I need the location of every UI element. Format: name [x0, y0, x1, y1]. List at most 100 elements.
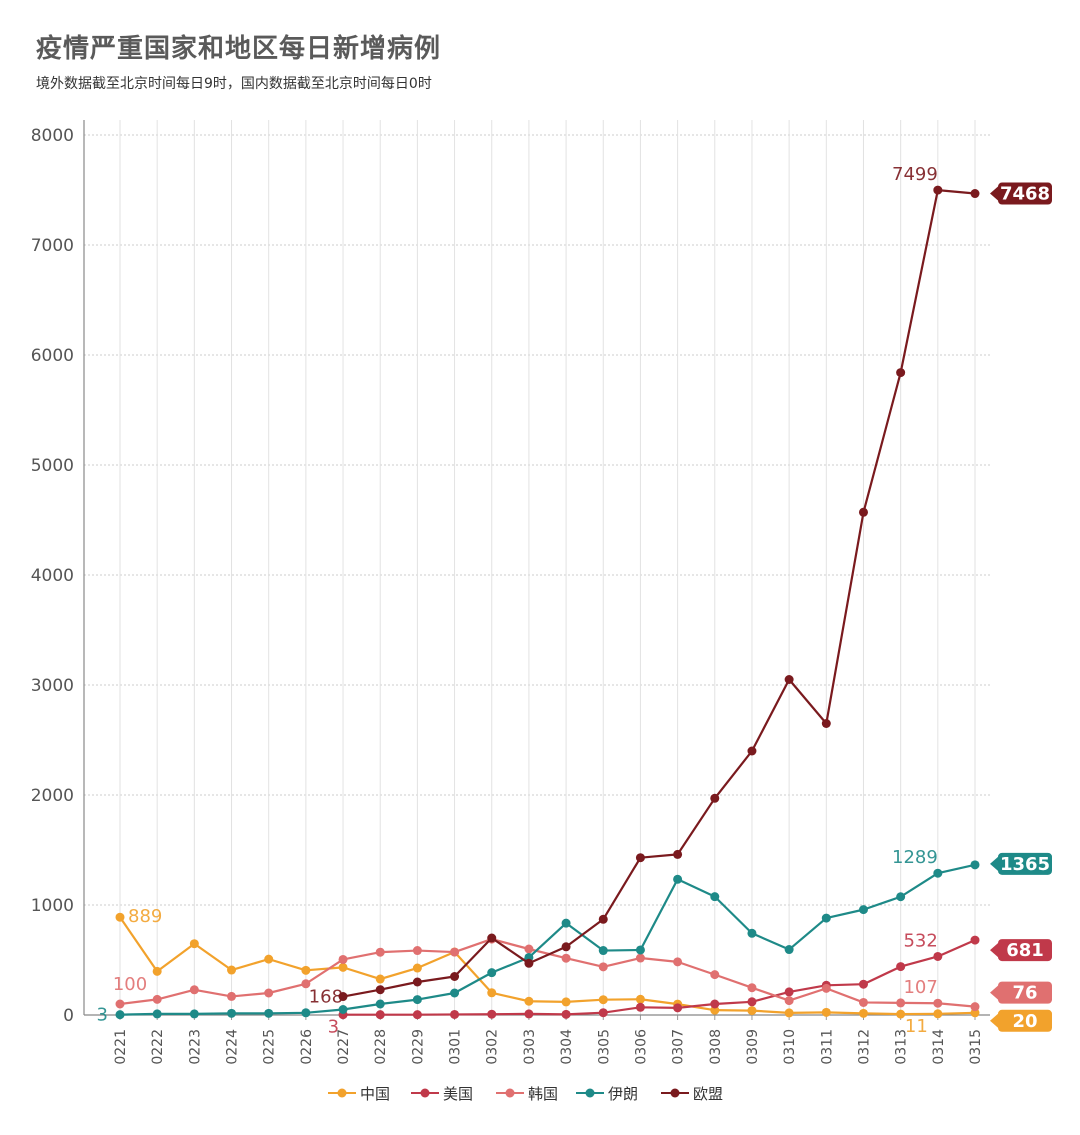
data-point-韩国 — [561, 953, 571, 963]
data-point-欧盟 — [896, 368, 906, 378]
data-point-美国 — [412, 1010, 422, 1020]
x-tick-label: 0222 — [150, 1029, 166, 1065]
series-line-韩国 — [119, 937, 976, 1008]
data-label: 100 — [113, 974, 147, 995]
series-line-伊朗 — [119, 863, 976, 1016]
data-point-韩国 — [896, 998, 906, 1008]
legend-label: 伊朗 — [608, 1085, 638, 1103]
data-point-伊朗 — [152, 1009, 162, 1019]
axes: 0 1000 2000 3000 4000 5000 6000 7000 8000 0221 022… — [31, 120, 990, 1065]
x-tick-label: 0229 — [410, 1029, 426, 1065]
data-point-美国 — [710, 999, 720, 1009]
data-point-美国 — [635, 1002, 645, 1012]
data-point-韩国 — [821, 983, 831, 993]
data-point-中国 — [487, 988, 497, 998]
data-point-韩国 — [970, 1002, 980, 1012]
grid — [84, 120, 990, 1015]
data-point-美国 — [487, 1009, 497, 1019]
data-point-美国 — [375, 1010, 385, 1020]
data-point-伊朗 — [189, 1009, 199, 1019]
data-point-欧盟 — [561, 942, 571, 952]
data-point-韩国 — [301, 979, 311, 989]
data-point-欧盟 — [970, 189, 980, 199]
data-point-韩国 — [152, 994, 162, 1004]
data-point-中国 — [710, 1005, 720, 1015]
badge-value: 76 — [1012, 983, 1037, 1004]
data-point-韩国 — [747, 983, 757, 993]
data-point-伊朗 — [264, 1008, 274, 1018]
legend-item-欧盟: 欧盟 — [661, 1085, 723, 1103]
data-point-欧盟 — [710, 793, 720, 803]
data-point-欧盟 — [598, 914, 608, 924]
data-point-韩国 — [784, 996, 794, 1006]
legend-marker — [505, 1088, 515, 1098]
x-tick-label: 0310 — [782, 1029, 798, 1065]
x-tick-label: 0315 — [968, 1029, 984, 1065]
badge-value: 20 — [1012, 1011, 1037, 1032]
data-point-伊朗 — [338, 1005, 348, 1014]
data-point-韩国 — [710, 970, 720, 980]
y-tick-label: 3000 — [31, 676, 74, 696]
data-point-伊朗 — [487, 968, 497, 978]
x-tick-label: 0228 — [373, 1029, 389, 1065]
x-tick-label: 0307 — [671, 1029, 687, 1065]
badge-pointer — [990, 1013, 998, 1028]
data-point-中国 — [933, 1009, 943, 1019]
x-tick-label: 0312 — [856, 1029, 872, 1065]
y-tick-label: 5000 — [31, 456, 74, 476]
badge-pointer — [990, 985, 998, 1000]
x-tick-label: 0302 — [485, 1029, 501, 1065]
data-point-中国 — [896, 1009, 906, 1019]
badge-pointer — [990, 943, 998, 958]
x-tick-label: 0226 — [299, 1029, 315, 1065]
data-point-伊朗 — [598, 946, 608, 956]
x-tick-label: 0301 — [448, 1029, 464, 1065]
data-label: 11 — [905, 1016, 928, 1037]
badge-pointer — [990, 856, 998, 871]
series-line-中国 — [119, 916, 976, 1016]
data-point-伊朗 — [747, 928, 757, 938]
data-point-韩国 — [524, 944, 534, 954]
badge-value: 681 — [1006, 940, 1044, 961]
badge-value: 7468 — [1000, 184, 1050, 205]
y-tick-label: 4000 — [31, 566, 74, 586]
data-point-韩国 — [115, 999, 125, 1009]
data-point-韩国 — [338, 954, 348, 964]
data-label: 889 — [128, 906, 162, 927]
data-point-欧盟 — [747, 746, 757, 756]
data-point-中国 — [412, 963, 422, 973]
x-tick-label: 0225 — [262, 1029, 278, 1065]
data-point-中国 — [264, 954, 274, 964]
data-point-欧盟 — [858, 507, 868, 517]
legend-marker — [585, 1088, 595, 1098]
legend-item-伊朗: 伊朗 — [576, 1085, 638, 1103]
data-point-中国 — [970, 1008, 980, 1018]
series-lines — [115, 185, 980, 1020]
legend-label: 欧盟 — [693, 1085, 723, 1103]
data-label: 532 — [903, 930, 937, 951]
x-tick-label: 0227 — [336, 1029, 352, 1065]
x-tick-label: 0221 — [113, 1029, 129, 1065]
data-point-中国 — [858, 1008, 868, 1018]
data-point-美国 — [561, 1009, 571, 1019]
data-point-美国 — [933, 951, 943, 961]
legend: 中国 美国 韩国 伊朗 欧盟 — [328, 1085, 723, 1103]
data-point-韩国 — [227, 991, 237, 1001]
data-point-美国 — [858, 979, 868, 989]
data-point-美国 — [598, 1008, 608, 1018]
end-badges: 7468 1365 681 76 20 — [990, 182, 1052, 1032]
end-value-badge: 20 — [990, 1009, 1052, 1032]
end-value-badge: 1365 — [990, 852, 1052, 875]
badge-box — [998, 939, 1052, 962]
data-point-韩国 — [189, 985, 199, 995]
badge-pointer — [990, 186, 998, 201]
data-point-伊朗 — [784, 945, 794, 955]
data-point-韩国 — [598, 962, 608, 972]
data-point-伊朗 — [561, 918, 571, 928]
data-point-中国 — [115, 912, 125, 922]
y-tick-label: 2000 — [31, 786, 74, 806]
data-point-欧盟 — [338, 992, 348, 1002]
data-point-伊朗 — [115, 1010, 125, 1020]
data-point-伊朗 — [858, 905, 868, 915]
